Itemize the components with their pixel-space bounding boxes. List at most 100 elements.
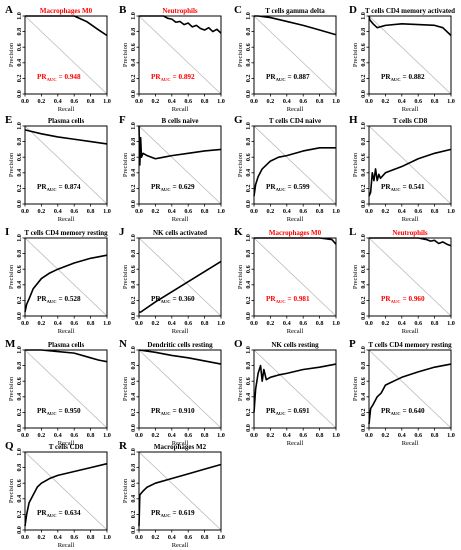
x-tick-label: 0.2	[38, 208, 46, 215]
panel-letter: Q	[5, 440, 14, 452]
y-tick-label: 0.2	[130, 75, 137, 83]
pr-auc-prefix: PR	[37, 73, 47, 81]
x-tick-label: 0.2	[152, 432, 160, 439]
x-tick-label: 1.0	[103, 208, 111, 215]
panel-e: E Plasma cells 0.00.0 0.2 0.2 0.4 0.4 0.6 0.6 0.8…	[5, 114, 111, 223]
diagonal-reference-line	[253, 15, 337, 95]
pr-auc-annotation: PRAUC = 0.948	[37, 73, 81, 82]
x-tick-label: 1.0	[217, 534, 225, 541]
x-tick-label: 0.2	[267, 320, 275, 327]
y-tick-label: 0.4	[130, 281, 137, 289]
y-tick-label: 0.2	[360, 185, 367, 193]
pr-auc-prefix: PR	[266, 295, 276, 303]
x-tick-label: 0.0	[21, 320, 29, 327]
x-tick-label: 0.6	[414, 320, 422, 327]
pr-auc-value: = 0.634	[59, 509, 81, 517]
pr-auc-subscript: AUC	[47, 411, 57, 416]
y-tick-label: 0.8	[360, 362, 367, 370]
y-axis-label: Precision	[8, 264, 15, 289]
pr-auc-annotation: PRAUC = 0.981	[266, 295, 310, 304]
pr-auc-value: = 0.960	[403, 295, 425, 303]
x-tick-label: 0.6	[414, 432, 422, 439]
y-axis-label: Precision	[122, 478, 129, 503]
x-tick-label: 0.0	[135, 432, 143, 439]
x-tick-label: 0.2	[38, 320, 46, 327]
pr-auc-annotation: PRAUC = 0.910	[151, 407, 195, 416]
y-tick-label: 0.0	[245, 424, 252, 432]
pr-auc-value: = 0.541	[403, 183, 425, 191]
y-tick-label: 1.0	[245, 12, 252, 20]
y-tick-label: 0.6	[245, 43, 252, 51]
y-tick-label: 1.0	[130, 234, 137, 242]
y-tick-label: 0.4	[16, 169, 23, 177]
x-tick-label: 0.8	[201, 320, 209, 327]
y-tick-label: 0.0	[245, 200, 252, 208]
panel-title: Neutrophils	[162, 7, 198, 15]
plot-frame	[138, 451, 222, 531]
pr-auc-annotation: PRAUC = 0.874	[37, 183, 81, 192]
panel-title: T cells CD4 memory resting	[368, 341, 452, 349]
pr-auc-prefix: PR	[266, 73, 276, 81]
panel-title: NK cells activated	[153, 229, 207, 237]
pr-curve-line	[24, 254, 108, 313]
pr-auc-value: = 0.691	[288, 407, 310, 415]
diagonal-reference-line	[253, 237, 337, 317]
y-axis-label: Precision	[122, 264, 129, 289]
x-tick-label: 0.8	[431, 320, 439, 327]
x-tick-label: 1.0	[217, 98, 225, 105]
plot-frame	[138, 237, 222, 317]
y-tick-label: 0.6	[130, 43, 137, 51]
pr-auc-prefix: PR	[37, 407, 47, 415]
plot-frame	[24, 125, 108, 205]
pr-curve-line	[25, 349, 108, 363]
x-tick-label: 0.0	[21, 432, 29, 439]
x-tick-label: 0.8	[316, 320, 324, 327]
panel-letter: M	[5, 338, 16, 350]
x-tick-label: 1.0	[217, 432, 225, 439]
x-tick-label: 0.0	[365, 320, 373, 327]
y-tick-label: 0.4	[16, 281, 23, 289]
y-tick-label: 0.6	[360, 265, 367, 273]
y-tick-label: 1.0	[360, 12, 367, 20]
pr-curve-line	[138, 463, 222, 527]
pr-auc-subscript: AUC	[391, 299, 401, 304]
panel-title: Dendritic cells resting	[147, 341, 213, 349]
pr-curve-line	[139, 15, 222, 34]
pr-auc-annotation: PRAUC = 0.619	[151, 509, 195, 518]
y-tick-label: 1.0	[130, 448, 137, 456]
pr-auc-value: = 0.892	[173, 73, 195, 81]
panel-letter: O	[234, 338, 243, 350]
y-tick-label: 0.8	[245, 28, 252, 36]
pr-auc-value: = 0.528	[59, 295, 81, 303]
y-axis-label: Precision	[352, 42, 359, 67]
y-axis-label: Precision	[122, 152, 129, 177]
x-tick-label: 0.0	[135, 98, 143, 105]
x-tick-label: 0.2	[382, 98, 390, 105]
y-tick-label: 0.8	[16, 464, 23, 472]
x-tick-label: 0.4	[168, 208, 176, 215]
y-tick-label: 0.6	[360, 43, 367, 51]
y-tick-label: 0.2	[245, 297, 252, 305]
y-tick-label: 0.0	[16, 526, 23, 534]
y-tick-label: 1.0	[130, 12, 137, 20]
pr-auc-subscript: AUC	[161, 299, 171, 304]
x-tick-label: 0.4	[168, 320, 176, 327]
y-tick-label: 1.0	[16, 122, 23, 130]
x-tick-label: 1.0	[103, 534, 111, 541]
diagonal-reference-line	[368, 125, 452, 205]
x-tick-label: 1.0	[103, 432, 111, 439]
pr-auc-prefix: PR	[381, 183, 391, 191]
pr-auc-prefix: PR	[151, 183, 161, 191]
x-tick-label: 0.4	[398, 432, 406, 439]
y-tick-label: 0.0	[245, 90, 252, 98]
pr-auc-annotation: PRAUC = 0.691	[266, 407, 310, 416]
pr-auc-subscript: AUC	[391, 77, 401, 82]
panel-letter: H	[349, 114, 358, 126]
y-tick-label: 0.0	[130, 200, 137, 208]
y-tick-label: 0.6	[245, 153, 252, 161]
y-tick-label: 0.4	[360, 281, 367, 289]
panel-letter: D	[349, 4, 357, 16]
x-tick-label: 0.0	[21, 534, 29, 541]
pr-auc-subscript: AUC	[276, 187, 286, 192]
